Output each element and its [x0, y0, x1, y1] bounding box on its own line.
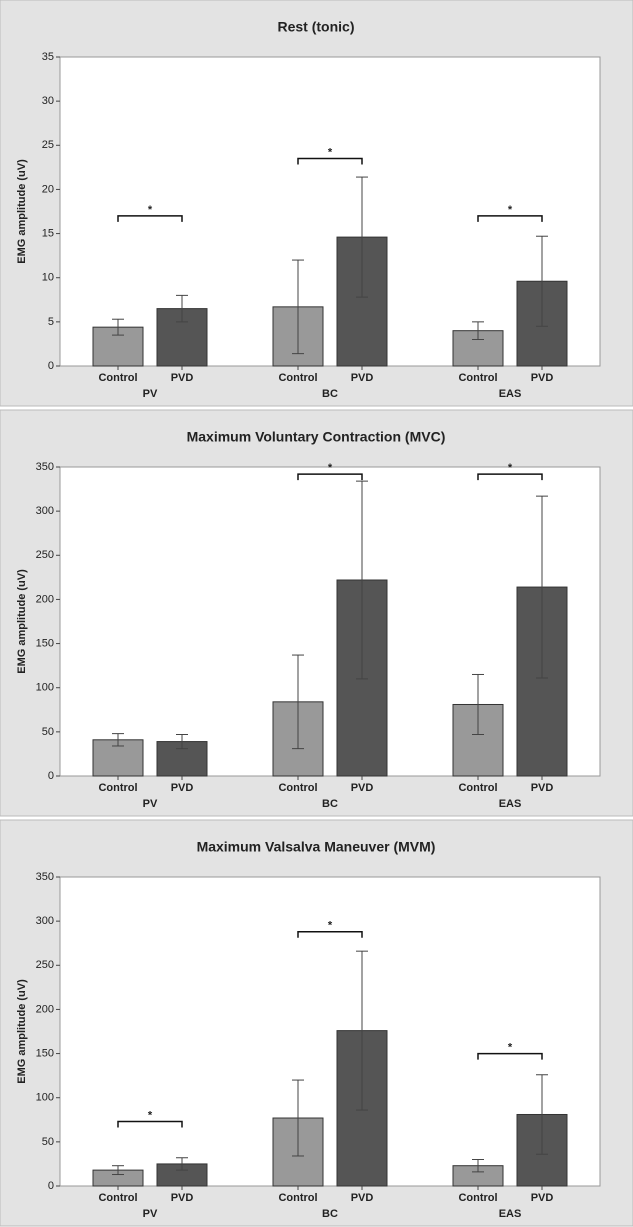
significance-bracket [477, 1052, 543, 1060]
x-tick-label: PVD [531, 372, 554, 384]
chart-title: Maximum Voluntary Contraction (MVC) [187, 429, 446, 445]
group-label: EAS [499, 798, 522, 810]
y-tick-label: 300 [36, 505, 54, 517]
group-label: EAS [499, 1208, 522, 1220]
y-tick-label: 10 [42, 272, 54, 284]
plot-area [59, 466, 601, 777]
x-tick-label: PVD [531, 1192, 554, 1204]
significance-label: * [148, 204, 153, 216]
significance-bracket [297, 473, 363, 481]
x-tick-label: PVD [351, 372, 374, 384]
significance-label: * [508, 204, 513, 216]
x-tick-label: PVD [351, 782, 374, 794]
y-tick-label: 250 [36, 549, 54, 561]
x-tick-label: PVD [171, 782, 194, 794]
y-tick-label: 150 [36, 1047, 54, 1059]
chart-title: Rest (tonic) [278, 19, 355, 35]
x-tick-label: PVD [171, 372, 194, 384]
plot-area [59, 876, 601, 1187]
significance-bracket [117, 215, 183, 222]
y-tick-label: 250 [36, 959, 54, 971]
x-tick-label: Control [278, 1192, 317, 1204]
y-axis-label: EMG amplitude (uV) [16, 979, 28, 1084]
group-label: BC [322, 1208, 338, 1220]
y-tick-label: 35 [42, 51, 54, 63]
group-label: PV [143, 1208, 158, 1220]
y-tick-label: 5 [48, 316, 54, 328]
x-tick-label: Control [98, 782, 137, 794]
significance-label: * [148, 1109, 153, 1121]
y-tick-label: 50 [42, 1136, 54, 1148]
significance-label: * [328, 146, 333, 158]
y-tick-label: 300 [36, 915, 54, 927]
group-label: BC [322, 798, 338, 810]
significance-bracket [297, 157, 363, 165]
y-tick-label: 30 [42, 95, 54, 107]
y-tick-label: 50 [42, 726, 54, 738]
significance-bracket [297, 930, 363, 938]
x-tick-label: Control [278, 782, 317, 794]
y-tick-label: 100 [36, 1092, 54, 1104]
x-tick-label: PVD [531, 782, 554, 794]
significance-label: * [508, 462, 513, 474]
significance-bracket [477, 215, 543, 222]
x-tick-label: Control [98, 372, 137, 384]
y-tick-label: 350 [36, 871, 54, 883]
y-axis-label: EMG amplitude (uV) [16, 159, 28, 264]
x-tick-label: Control [458, 782, 497, 794]
y-tick-label: 200 [36, 1003, 54, 1015]
significance-label: * [328, 920, 333, 932]
y-tick-label: 15 [42, 227, 54, 239]
x-tick-label: PVD [351, 1192, 374, 1204]
y-tick-label: 100 [36, 682, 54, 694]
significance-bracket [477, 473, 543, 481]
y-tick-label: 25 [42, 139, 54, 151]
x-tick-label: Control [458, 1192, 497, 1204]
y-axis-label: EMG amplitude (uV) [16, 569, 28, 674]
group-label: PV [143, 798, 158, 810]
x-tick-label: PVD [171, 1192, 194, 1204]
x-tick-label: Control [278, 372, 317, 384]
group-label: EAS [499, 388, 522, 400]
y-tick-label: 0 [48, 1180, 54, 1192]
x-tick-label: Control [98, 1192, 137, 1204]
significance-bracket [117, 1120, 183, 1128]
chart-title: Maximum Valsalva Maneuver (MVM) [197, 839, 436, 855]
group-label: PV [143, 388, 158, 400]
group-label: BC [322, 388, 338, 400]
plot-area [59, 56, 601, 367]
y-tick-label: 150 [36, 637, 54, 649]
bar [452, 330, 504, 367]
y-tick-label: 20 [42, 183, 54, 195]
y-tick-label: 0 [48, 360, 54, 372]
y-tick-label: 350 [36, 461, 54, 473]
significance-label: * [508, 1041, 513, 1053]
y-tick-label: 200 [36, 593, 54, 605]
x-tick-label: Control [458, 372, 497, 384]
significance-label: * [328, 462, 333, 474]
y-tick-label: 0 [48, 770, 54, 782]
